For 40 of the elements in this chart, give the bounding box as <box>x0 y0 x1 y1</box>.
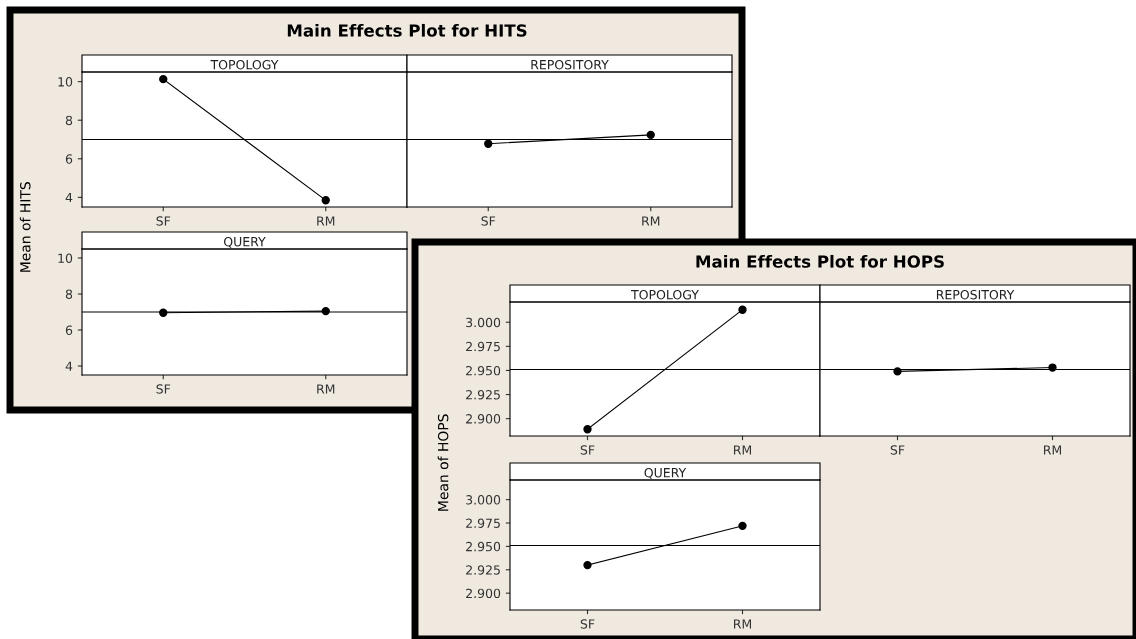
chart-title: REPOSITORY <box>936 289 1015 300</box>
chart-title: QUERY <box>224 236 266 248</box>
chart-title: TOPOLOGY <box>210 59 279 70</box>
text: Main Effects Plot for HOPS <box>696 254 944 268</box>
x-tick-label: SF <box>156 216 171 226</box>
y-tick-label: 6 <box>65 154 73 164</box>
y-tick-label: 2.975 <box>466 341 500 352</box>
y-tick-label: 2.900 <box>466 588 501 599</box>
x-tick-label: SF <box>890 445 905 455</box>
y-axis-title: Mean of HITS <box>19 182 31 272</box>
y-tick-label: 4 <box>65 192 73 203</box>
y-tick-label: 4 <box>65 361 73 371</box>
y-tick-label: 2.950 <box>466 365 501 376</box>
y-tick-label: 6 <box>65 325 73 335</box>
x-tick-label: SF <box>580 445 595 455</box>
y-tick-label: 3.000 <box>466 495 501 505</box>
x-tick-label: RM <box>317 384 335 394</box>
chart-title: TOPOLOGY <box>631 289 699 300</box>
y-axis-title: Mean of HOPS <box>437 414 449 511</box>
x-tick-label: RM <box>317 216 335 226</box>
y-tick-label: 2.925 <box>466 390 500 400</box>
x-tick-label: SF <box>481 216 496 226</box>
x-tick-label: SF <box>580 619 595 629</box>
chart-title: QUERY <box>644 467 687 479</box>
y-tick-label: 8 <box>65 115 73 126</box>
x-tick-label: RM <box>733 445 752 455</box>
y-tick-label: 8 <box>65 289 73 299</box>
x-tick-label: RM <box>1043 445 1062 455</box>
y-tick-label: 2.900 <box>466 414 501 424</box>
x-tick-label: SF <box>156 384 171 394</box>
y-tick-label: 2.975 <box>466 518 500 528</box>
y-tick-label: 10 <box>58 77 73 87</box>
y-tick-label: 2.950 <box>466 541 501 552</box>
y-tick-label: 10 <box>58 253 73 263</box>
y-tick-label: 2.925 <box>466 565 500 575</box>
text: Main Effects Plot for HITS <box>287 23 527 37</box>
x-tick-label: RM <box>642 216 660 226</box>
x-tick-label: RM <box>733 619 752 629</box>
chart-title: REPOSITORY <box>531 59 609 70</box>
y-tick-label: 3.000 <box>466 317 501 328</box>
